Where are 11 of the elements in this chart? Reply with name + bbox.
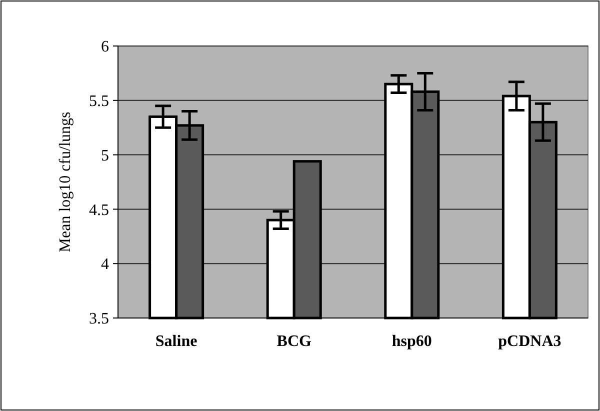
y-tick-label: 4.5 xyxy=(89,202,109,219)
y-tick-label: 5 xyxy=(101,147,109,164)
y-tick-label: 4 xyxy=(101,256,109,274)
y-tick-label: 6 xyxy=(101,38,109,56)
x-tick-label: BCG xyxy=(276,333,312,350)
x-tick-label: pCDNA3 xyxy=(498,333,562,350)
x-tick-label: Saline xyxy=(155,333,198,350)
y-tick-label: 3.5 xyxy=(89,310,109,328)
x-tick-label: hsp60 xyxy=(392,333,432,350)
y-axis-title: Mean log10 cfu/lungs xyxy=(57,112,74,252)
y-tick-label: 5.5 xyxy=(89,93,109,110)
